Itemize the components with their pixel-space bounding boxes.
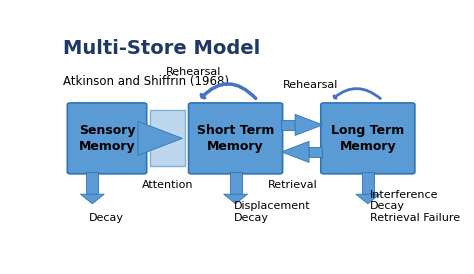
Text: Atkinson and Shiffrin (1968): Atkinson and Shiffrin (1968): [63, 75, 229, 88]
Polygon shape: [86, 172, 98, 194]
Text: Interference
Decay
Retrieval Failure: Interference Decay Retrieval Failure: [370, 190, 460, 223]
Polygon shape: [138, 121, 182, 155]
Polygon shape: [282, 120, 295, 130]
Text: Multi-Store Model: Multi-Store Model: [63, 39, 260, 58]
Text: Attention: Attention: [142, 179, 193, 190]
FancyBboxPatch shape: [321, 103, 415, 174]
Text: Long Term
Memory: Long Term Memory: [331, 124, 404, 153]
Text: Displacement
Decay: Displacement Decay: [234, 201, 310, 223]
FancyBboxPatch shape: [189, 103, 283, 174]
Text: Sensory
Memory: Sensory Memory: [79, 124, 135, 153]
Text: Rehearsal: Rehearsal: [165, 67, 221, 77]
FancyArrowPatch shape: [334, 89, 381, 99]
Polygon shape: [282, 141, 309, 162]
Text: Rehearsal: Rehearsal: [283, 79, 338, 90]
Polygon shape: [229, 172, 242, 194]
Text: Decay: Decay: [89, 213, 124, 223]
Polygon shape: [138, 131, 153, 146]
Polygon shape: [362, 172, 374, 194]
Polygon shape: [356, 194, 380, 204]
Text: Retrieval: Retrieval: [268, 179, 318, 190]
FancyBboxPatch shape: [150, 110, 185, 166]
Text: Short Term
Memory: Short Term Memory: [197, 124, 274, 153]
FancyArrowPatch shape: [201, 84, 255, 98]
Polygon shape: [309, 147, 322, 157]
FancyBboxPatch shape: [67, 103, 146, 174]
Polygon shape: [81, 194, 104, 204]
Polygon shape: [224, 194, 247, 204]
Polygon shape: [295, 114, 323, 135]
